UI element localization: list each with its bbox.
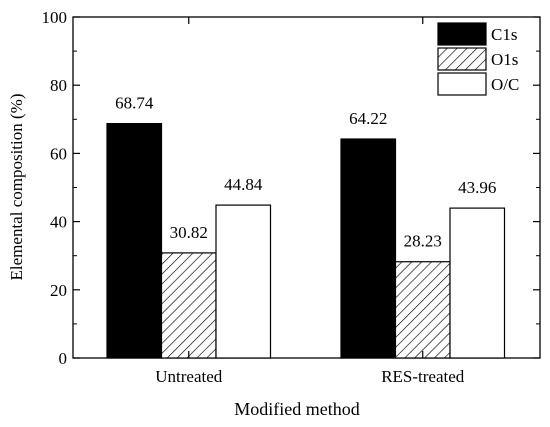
- bar-o1s-untreated: [160, 252, 217, 359]
- legend-label-c1s: C1s: [491, 25, 517, 44]
- y-tick-label: 20: [50, 281, 67, 300]
- legend-swatch-o1s: [437, 47, 487, 71]
- data-label-c1s-untreated: 68.74: [115, 94, 154, 113]
- axes-group: 0 20 40 60 80 100 Untreated RES-treated: [42, 8, 540, 386]
- y-tick-label: 60: [50, 144, 67, 163]
- bar-oc-untreated: [215, 204, 272, 359]
- data-label-o1s-untreated: 30.82: [170, 223, 208, 242]
- legend-label-oc: O/C: [491, 75, 519, 94]
- bar-o1s-res-treated: [394, 261, 451, 359]
- legend-swatch-oc: [437, 72, 487, 96]
- data-label-oc-res-treated: 43.96: [458, 178, 496, 197]
- legend: C1s O1s O/C: [437, 22, 519, 96]
- x-category-label: Untreated: [155, 367, 223, 386]
- bar-c1s-untreated: [106, 122, 163, 359]
- y-tick-label: 0: [59, 349, 68, 368]
- x-axis-title: Modified method: [234, 399, 359, 419]
- y-tick-label: 100: [42, 8, 68, 27]
- bars-group: [106, 122, 506, 359]
- data-label-o1s-res-treated: 28.23: [404, 232, 442, 251]
- x-category-label: RES-treated: [381, 367, 465, 386]
- legend-label-o1s: O1s: [491, 50, 518, 69]
- data-label-c1s-res-treated: 64.22: [349, 109, 387, 128]
- bar-oc-res-treated: [449, 207, 506, 359]
- y-axis-title: Elemental composition (%): [7, 94, 26, 281]
- data-labels-group: 68.74 30.82 44.84 64.22 28.23 43.96: [115, 94, 496, 251]
- y-tick-label: 40: [50, 213, 67, 232]
- legend-swatch-c1s: [437, 22, 487, 46]
- y-tick-label: 80: [50, 76, 67, 95]
- bar-c1s-res-treated: [340, 138, 397, 359]
- data-label-oc-untreated: 44.84: [224, 175, 263, 194]
